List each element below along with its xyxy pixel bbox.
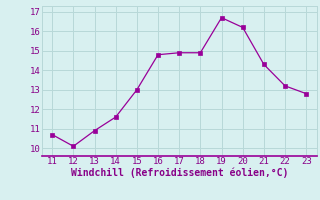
X-axis label: Windchill (Refroidissement éolien,°C): Windchill (Refroidissement éolien,°C) xyxy=(70,168,288,178)
